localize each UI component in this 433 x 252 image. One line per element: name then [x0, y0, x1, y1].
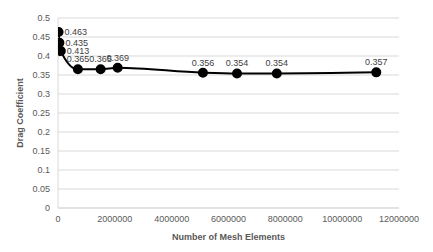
svg-text:0.3: 0.3	[37, 89, 50, 99]
svg-text:0.369: 0.369	[106, 53, 129, 63]
svg-text:0.25: 0.25	[32, 108, 50, 118]
svg-text:0: 0	[45, 203, 50, 213]
svg-text:0.435: 0.435	[65, 37, 88, 48]
svg-text:0: 0	[55, 214, 60, 224]
svg-text:0.45: 0.45	[32, 32, 50, 42]
svg-text:8000000: 8000000	[268, 214, 303, 224]
svg-text:0.1: 0.1	[37, 165, 50, 175]
svg-text:0.354: 0.354	[226, 58, 249, 68]
svg-text:0.15: 0.15	[32, 146, 50, 156]
svg-text:10000000: 10000000	[322, 214, 362, 224]
svg-text:0.413: 0.413	[66, 46, 90, 57]
svg-text:0.365: 0.365	[89, 54, 112, 65]
svg-text:0.365: 0.365	[67, 54, 90, 64]
svg-text:0.05: 0.05	[32, 184, 50, 194]
svg-text:0.354: 0.354	[266, 58, 289, 68]
svg-text:0.35: 0.35	[32, 70, 50, 80]
svg-text:0.5: 0.5	[37, 13, 50, 23]
svg-text:6000000: 6000000	[211, 214, 246, 224]
svg-text:2000000: 2000000	[97, 214, 132, 224]
svg-text:12000000: 12000000	[379, 214, 419, 224]
svg-text:0.357: 0.357	[365, 57, 388, 67]
svg-text:0.356: 0.356	[192, 58, 215, 68]
svg-text:4000000: 4000000	[154, 214, 189, 224]
svg-text:Number of Mesh Elements: Number of Mesh Elements	[172, 232, 285, 242]
svg-text:Drag Coefficient: Drag Coefficient	[15, 78, 25, 148]
svg-text:0.463: 0.463	[65, 27, 88, 37]
svg-text:0.4: 0.4	[37, 51, 50, 61]
svg-text:0.2: 0.2	[37, 127, 50, 137]
